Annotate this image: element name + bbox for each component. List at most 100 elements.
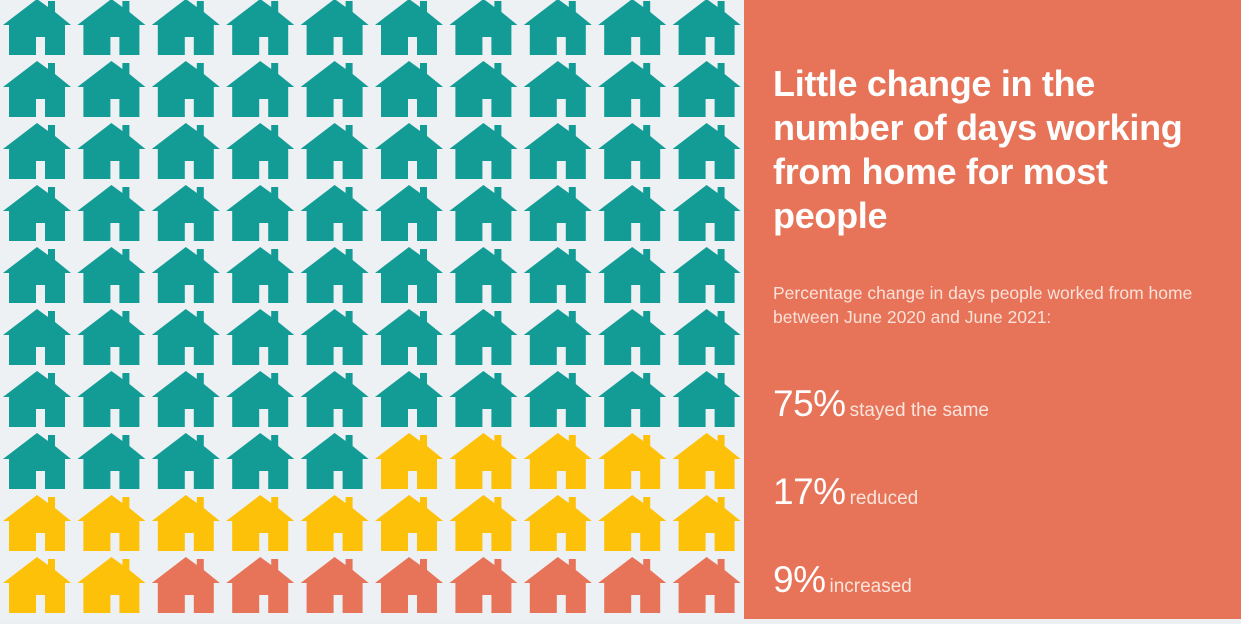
house-icon-reduced: [598, 433, 667, 489]
house-shape: [523, 557, 592, 613]
house-shape: [3, 185, 71, 241]
house-shape: [300, 309, 369, 365]
house-icon-stayed: [3, 61, 71, 117]
house-shape: [672, 247, 741, 303]
house-shape: [672, 557, 741, 613]
house-shape: [449, 0, 518, 55]
stat-stayed-value: 75%: [773, 383, 846, 424]
house-icon-stayed: [375, 185, 443, 241]
house-icon-increased: [300, 557, 369, 613]
house-icon-stayed: [375, 123, 443, 179]
house-shape: [672, 309, 741, 365]
house-icon-stayed: [449, 185, 518, 241]
house-icon-reduced: [375, 495, 443, 551]
house-icon-stayed: [300, 123, 369, 179]
house-icon-stayed: [3, 371, 71, 427]
house-shape: [375, 185, 443, 241]
house-shape: [523, 433, 592, 489]
house-icon-stayed: [672, 309, 741, 365]
house-shape: [151, 433, 220, 489]
waffle-svg: [3, 0, 741, 613]
house-shape: [226, 123, 295, 179]
house-icon-stayed: [151, 185, 220, 241]
house-icon-reduced: [77, 557, 146, 613]
house-icon-stayed: [3, 247, 71, 303]
house-icon-stayed: [449, 247, 518, 303]
house-shape: [226, 557, 295, 613]
house-icon-stayed: [449, 309, 518, 365]
house-shape: [598, 61, 667, 117]
house-shape: [672, 185, 741, 241]
house-icon-stayed: [226, 61, 295, 117]
house-shape: [226, 61, 295, 117]
house-icon-stayed: [300, 371, 369, 427]
house-icon-stayed: [598, 123, 667, 179]
house-icon-stayed: [449, 61, 518, 117]
house-shape: [375, 247, 443, 303]
info-panel: Little change in the number of days work…: [744, 0, 1241, 619]
house-icon-increased: [598, 557, 667, 613]
house-icon-stayed: [226, 309, 295, 365]
house-shape: [598, 433, 667, 489]
chart-title: Little change in the number of days work…: [773, 63, 1183, 236]
house-icon-stayed: [300, 185, 369, 241]
house-shape: [226, 309, 295, 365]
house-icon-stayed: [3, 0, 71, 55]
house-icon-reduced: [523, 495, 592, 551]
house-icon-reduced: [598, 495, 667, 551]
house-icon-stayed: [226, 185, 295, 241]
house-shape: [300, 433, 369, 489]
house-shape: [3, 247, 71, 303]
house-shape: [77, 495, 146, 551]
house-shape: [523, 61, 592, 117]
house-icon-stayed: [226, 123, 295, 179]
house-shape: [77, 123, 146, 179]
house-shape: [300, 557, 369, 613]
house-shape: [375, 309, 443, 365]
house-shape: [3, 557, 71, 613]
house-icon-increased: [449, 557, 518, 613]
house-shape: [3, 0, 71, 55]
house-shape: [672, 495, 741, 551]
house-shape: [226, 247, 295, 303]
house-shape: [3, 61, 71, 117]
house-icon-reduced: [77, 495, 146, 551]
stat-stayed: 75% stayed the same: [773, 383, 989, 425]
house-icon-stayed: [151, 433, 220, 489]
house-shape: [449, 309, 518, 365]
house-icon-stayed: [3, 433, 71, 489]
house-icon-increased: [523, 557, 592, 613]
house-shape: [226, 0, 295, 55]
house-shape: [598, 0, 667, 55]
house-icon-stayed: [151, 247, 220, 303]
house-shape: [672, 371, 741, 427]
house-icon-reduced: [672, 495, 741, 551]
house-icon-reduced: [3, 495, 71, 551]
house-shape: [375, 433, 443, 489]
house-shape: [375, 61, 443, 117]
house-icon-stayed: [598, 309, 667, 365]
house-shape: [3, 309, 71, 365]
house-icon-stayed: [77, 309, 146, 365]
house-shape: [151, 185, 220, 241]
house-icon-stayed: [523, 0, 592, 55]
house-icon-stayed: [226, 371, 295, 427]
house-shape: [672, 0, 741, 55]
house-shape: [226, 433, 295, 489]
house-shape: [300, 371, 369, 427]
house-icon-stayed: [151, 61, 220, 117]
house-icon-stayed: [598, 0, 667, 55]
house-shape: [151, 557, 220, 613]
house-shape: [449, 433, 518, 489]
house-icon-stayed: [375, 0, 443, 55]
house-icon-stayed: [77, 123, 146, 179]
house-shape: [449, 185, 518, 241]
house-shape: [523, 247, 592, 303]
house-shape: [151, 309, 220, 365]
house-shape: [523, 371, 592, 427]
house-icon-stayed: [300, 309, 369, 365]
house-icon-stayed: [151, 371, 220, 427]
house-icon-reduced: [300, 495, 369, 551]
house-shape: [449, 123, 518, 179]
stat-reduced-value: 17%: [773, 471, 846, 512]
